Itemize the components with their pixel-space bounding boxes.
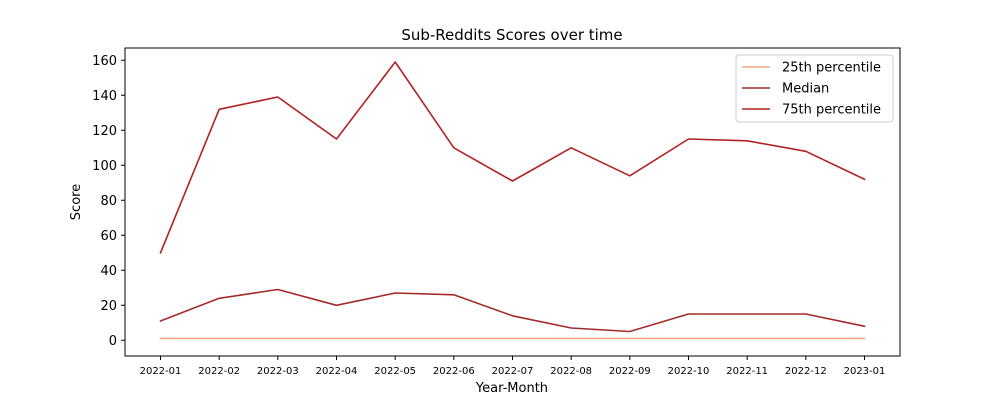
x-tick-label: 2022-09 — [609, 366, 651, 377]
x-tick-label: 2023-01 — [844, 366, 886, 377]
y-tick-label: 40 — [100, 264, 117, 279]
x-axis-label: Year-Month — [475, 381, 548, 396]
y-tick-label: 140 — [92, 89, 117, 104]
series-line-2 — [159, 288, 866, 333]
x-tick-label: 2022-08 — [550, 366, 592, 377]
y-tick-label: 80 — [100, 194, 117, 209]
plot-area — [159, 61, 866, 340]
legend-box — [735, 54, 894, 123]
y-tick-label: 0 — [109, 334, 117, 349]
legend-label: Median — [782, 82, 829, 97]
chart-title: Sub-Reddits Scores over time — [401, 26, 622, 44]
x-tick-label: 2022-03 — [257, 366, 299, 377]
x-tick-label: 2022-01 — [140, 366, 182, 377]
y-tick-label: 60 — [100, 229, 117, 244]
legend-label: 75th percentile — [782, 103, 881, 118]
x-tick-label: 2022-02 — [198, 366, 240, 377]
legend-label: 25th percentile — [782, 61, 881, 76]
series-line-3 — [159, 61, 866, 254]
y-tick-label: 100 — [92, 159, 117, 174]
x-tick-label: 2022-05 — [374, 366, 416, 377]
x-tick-label: 2022-07 — [492, 366, 534, 377]
x-tick-label: 2022-04 — [316, 366, 358, 377]
x-tick-label: 2022-06 — [433, 366, 475, 377]
y-axis-label: Score — [69, 184, 84, 220]
y-tick-label: 120 — [92, 124, 117, 139]
y-tick-label: 20 — [100, 299, 117, 314]
x-tick-label: 2022-12 — [785, 366, 827, 377]
y-tick-label: 160 — [92, 54, 117, 69]
x-tick-label: 2022-10 — [668, 366, 710, 377]
legend: 25th percentile Median 75th percentile — [735, 54, 894, 123]
x-tick-label: 2022-11 — [726, 366, 768, 377]
